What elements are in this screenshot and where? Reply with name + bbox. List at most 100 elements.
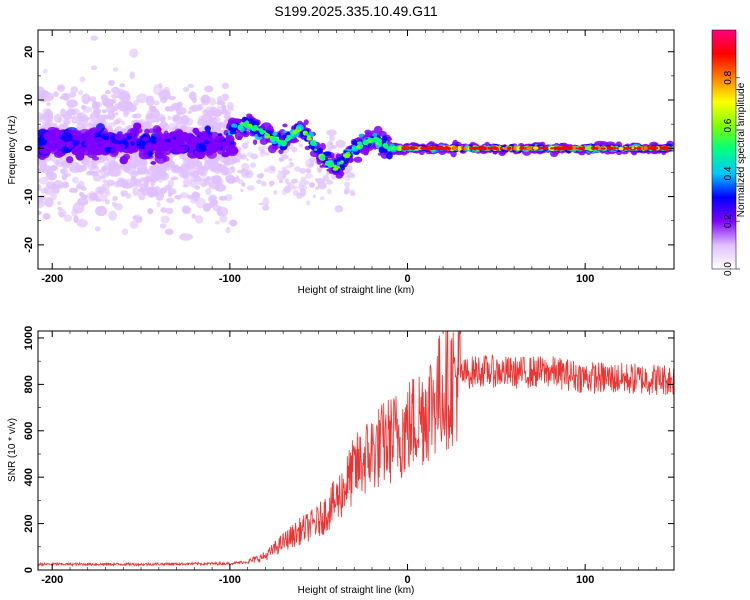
spectrogram-cell <box>235 119 241 123</box>
spectrogram-cell <box>129 71 135 79</box>
spectrogram-cell <box>43 132 51 141</box>
spectrogram-cell <box>317 168 322 173</box>
spectrogram-cell <box>567 145 573 151</box>
spectrogram-cell <box>85 170 93 176</box>
spectrogram-cell <box>221 82 229 90</box>
spectrogram-cell <box>165 207 174 215</box>
spectrogram-cell <box>160 207 168 213</box>
spectrogram-cell <box>640 146 644 149</box>
spectrogram-cell <box>241 172 250 179</box>
spectrogram-cell <box>219 215 228 223</box>
spectrogram-data <box>38 35 674 241</box>
spectrogram-cell <box>80 186 87 191</box>
spectrogram-cell <box>619 146 624 151</box>
spectrogram-cell <box>146 186 157 198</box>
spectrogram-cell <box>306 168 312 174</box>
spectrogram-cell <box>157 166 167 172</box>
spectrogram-cell <box>164 228 174 236</box>
spectrogram-cell <box>135 179 141 184</box>
spectrogram-cell <box>207 176 212 181</box>
spectrogram-cell <box>156 130 162 136</box>
spectrogram-cell <box>377 141 383 147</box>
spectrogram-cell <box>174 106 181 111</box>
spectrogram-cell <box>95 205 108 217</box>
spectrogram-cell <box>226 134 235 143</box>
spectrogram-y-axis-label: Frequency (Hz) <box>7 116 18 185</box>
spectrogram-cell <box>305 133 310 136</box>
snr-y-tick-label: 1000 <box>23 326 35 350</box>
spectrogram-cell <box>314 178 319 182</box>
spectrogram-cell <box>170 164 181 174</box>
spectrogram-cell <box>363 151 369 156</box>
spectrogram-cell <box>241 162 250 171</box>
spectrogram-cell <box>41 92 54 102</box>
spectrogram-y-tick-label: 0 <box>23 145 35 151</box>
spectrogram-cell <box>322 174 329 182</box>
spectrogram-cell <box>325 148 331 152</box>
spectrogram-cell <box>168 153 174 160</box>
spectrogram-cell <box>82 162 89 168</box>
spectrogram-cell <box>167 179 174 188</box>
spectrogram-cell <box>383 143 388 149</box>
spectrogram-cell <box>323 151 332 157</box>
spectrogram-cell <box>136 162 148 174</box>
spectrogram-cell <box>72 202 85 214</box>
spectrogram-cell <box>153 100 160 106</box>
spectrogram-cell <box>204 85 214 93</box>
spectrogram-cell <box>70 131 83 141</box>
spectrogram-cell <box>205 187 212 196</box>
spectrogram-cell <box>53 91 59 98</box>
spectrogram-cell <box>133 100 139 106</box>
spectrogram-cell <box>476 146 480 150</box>
spectrogram-cell <box>89 114 94 120</box>
spectrogram-cell <box>133 122 142 130</box>
spectrogram-cell <box>200 97 206 103</box>
spectrogram-cell <box>167 192 173 197</box>
spectrogram-cell <box>53 179 64 189</box>
spectrogram-cell <box>112 67 119 72</box>
spectrogram-cell <box>262 197 270 206</box>
snr-x-axis-label: Height of straight line (km) <box>298 585 415 596</box>
spectrogram-cell <box>61 173 68 181</box>
spectrogram-cell <box>60 160 68 166</box>
spectrogram-cell <box>217 95 223 104</box>
spectrogram-cell <box>300 176 307 182</box>
chart-title: S199.2025.335.10.49.G11 <box>274 3 437 19</box>
spectrogram-cell <box>62 93 70 102</box>
spectrogram-cell <box>273 189 278 195</box>
spectrogram-cell <box>294 166 301 172</box>
spectrogram-y-tick-label: -20 <box>23 237 35 253</box>
spectrogram-cell <box>172 115 180 120</box>
spectrogram-cell <box>326 188 332 195</box>
snr-x-tick-label: -200 <box>41 574 63 586</box>
spectrogram-cell <box>179 192 189 199</box>
spectrogram-cell <box>111 113 116 118</box>
spectrogram-cell <box>90 35 99 41</box>
spectrogram-cell <box>156 201 161 207</box>
spectrogram-cell <box>81 93 91 105</box>
spectrogram-cell <box>162 155 170 162</box>
spectrogram-cell <box>159 171 170 181</box>
spectrogram-cell <box>208 97 217 106</box>
spectrogram-cell <box>281 169 290 175</box>
spectrogram-cell <box>141 136 149 142</box>
spectrogram-cell <box>513 145 517 151</box>
spectrogram-cell <box>78 112 86 120</box>
spectrogram-cell <box>84 141 92 147</box>
spectrogram-cell <box>91 166 100 171</box>
spectrogram-cell <box>250 153 259 160</box>
spectrogram-cell <box>101 97 113 107</box>
spectrogram-cell <box>243 130 247 134</box>
spectrogram-cell <box>201 133 207 140</box>
spectrogram-cell <box>152 163 161 175</box>
spectrogram-cell <box>281 174 287 178</box>
spectrogram-cell <box>107 122 117 127</box>
spectrogram-cell <box>241 142 249 149</box>
colorbar-gradient <box>712 30 736 269</box>
spectrogram-cell <box>278 149 284 155</box>
spectrogram-cell <box>166 197 175 204</box>
spectrogram-cell <box>169 139 175 145</box>
spectrogram-cell <box>153 175 160 181</box>
